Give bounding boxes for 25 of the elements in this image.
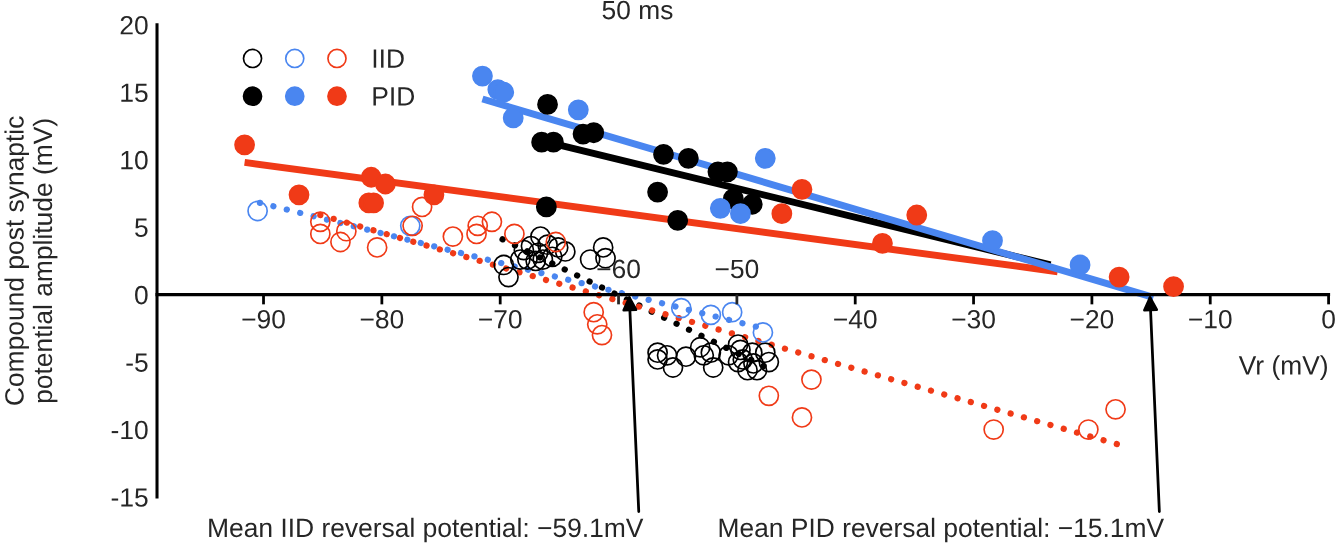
x-tick-label: −80 xyxy=(360,309,404,329)
x-tick-label: −10 xyxy=(1189,309,1232,329)
x-tick-label: −30 xyxy=(952,309,995,329)
x-tick-label: 0 xyxy=(1322,309,1335,329)
x-tick-label: −90 xyxy=(242,309,285,329)
y-tick-label: 5 xyxy=(135,218,148,237)
chart-title: 50 ms xyxy=(602,0,673,20)
legend-label: IID xyxy=(373,49,404,68)
annotation: Mean IID reversal potential: −59.1mV xyxy=(209,517,644,543)
y-tick-label: 0 xyxy=(135,285,148,305)
y-tick-label: 10 xyxy=(121,150,148,170)
x-tick-label: −70 xyxy=(479,309,522,329)
annotation: Mean PID reversal potential: −15.1mV xyxy=(719,517,1164,543)
x2-tick-label: −60 xyxy=(597,259,640,279)
x-axis-title: Vr (mV) xyxy=(1238,355,1327,380)
x2-tick-label: −50 xyxy=(715,259,759,279)
y-tick-label: 20 xyxy=(120,15,148,35)
y-tick-label: -10 xyxy=(111,420,148,440)
x-tick-label: −20 xyxy=(1070,309,1114,329)
y-tick-label: -5 xyxy=(126,353,148,372)
y-tick-label: 15 xyxy=(121,83,148,103)
x-tick-label: −40 xyxy=(834,309,877,329)
y-tick-label: -15 xyxy=(111,488,148,507)
y-axis-title: Compound post synaptic potential amplitude (mV) xyxy=(4,116,58,405)
legend-label: PID xyxy=(373,87,415,106)
